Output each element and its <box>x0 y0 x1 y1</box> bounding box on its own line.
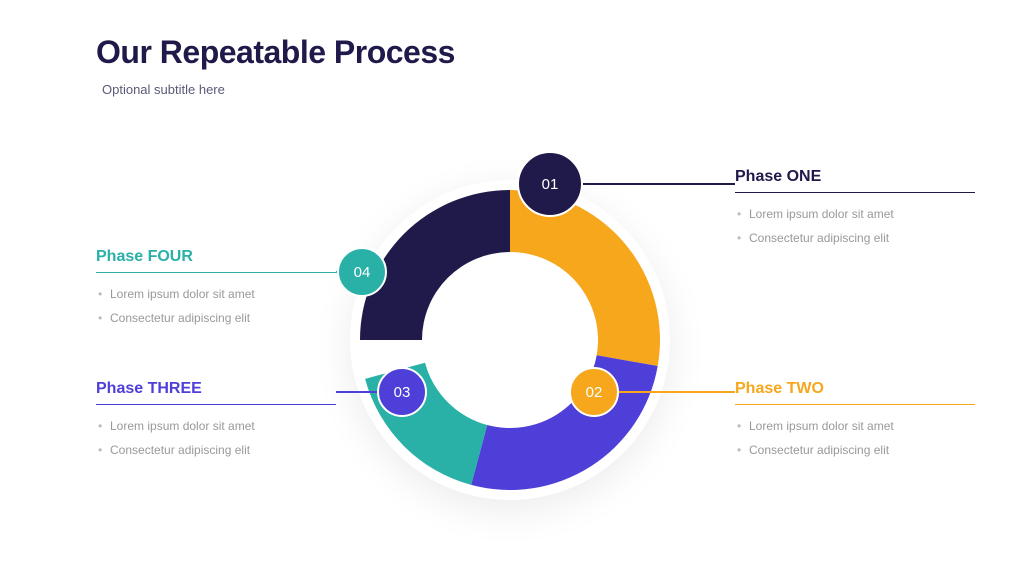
connector-02 <box>619 391 735 393</box>
donut-segment-02 <box>510 190 660 366</box>
phase-bullets-three: Lorem ipsum dolor sit amet Consectetur ad… <box>96 419 336 457</box>
connector-01 <box>583 183 735 185</box>
bullet-item: Consectetur adipiscing elit <box>96 443 336 457</box>
bullet-item: Lorem ipsum dolor sit amet <box>96 419 336 433</box>
bullet-item: Consectetur adipiscing elit <box>96 311 336 325</box>
donut-chart <box>320 150 700 530</box>
phase-bullets-two: Lorem ipsum dolor sit amet Consectetur ad… <box>735 419 975 457</box>
phase-title-four: Phase FOUR <box>96 248 336 273</box>
bullet-item: Consectetur adipiscing elit <box>735 443 975 457</box>
phase-bullets-four: Lorem ipsum dolor sit amet Consectetur ad… <box>96 287 336 325</box>
phase-badge-02: 02 <box>569 367 619 417</box>
bullet-item: Lorem ipsum dolor sit amet <box>735 207 975 221</box>
phase-block-one: Phase ONE Lorem ipsum dolor sit amet Conse… <box>735 168 975 255</box>
phase-title-three: Phase THREE <box>96 380 336 405</box>
page-subtitle: Optional subtitle here <box>102 82 225 97</box>
phase-block-three: Phase THREE Lorem ipsum dolor sit amet Con… <box>96 380 336 467</box>
connector-04 <box>336 271 337 273</box>
phase-badge-01: 01 <box>517 151 583 217</box>
bullet-item: Consectetur adipiscing elit <box>735 231 975 245</box>
connector-03 <box>336 391 377 393</box>
phase-title-two: Phase TWO <box>735 380 975 405</box>
phase-block-four: Phase FOUR Lorem ipsum dolor sit amet Cons… <box>96 248 336 335</box>
bullet-item: Lorem ipsum dolor sit amet <box>96 287 336 301</box>
phase-block-two: Phase TWO Lorem ipsum dolor sit amet Conse… <box>735 380 975 467</box>
donut-segment-03 <box>471 355 658 490</box>
page-title: Our Repeatable Process <box>96 34 455 71</box>
bullet-item: Lorem ipsum dolor sit amet <box>735 419 975 433</box>
phase-title-one: Phase ONE <box>735 168 975 193</box>
phase-badge-03: 03 <box>377 367 427 417</box>
phase-bullets-one: Lorem ipsum dolor sit amet Consectetur ad… <box>735 207 975 245</box>
phase-badge-04: 04 <box>337 247 387 297</box>
